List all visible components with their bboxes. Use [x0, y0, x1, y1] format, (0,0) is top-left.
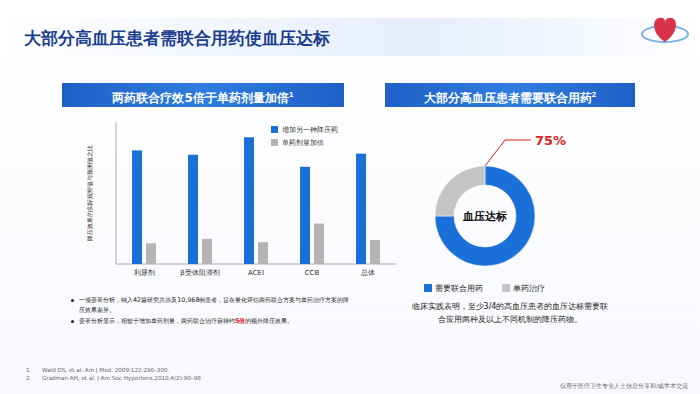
bar	[314, 224, 324, 264]
data-label: 75%	[535, 133, 566, 148]
bar	[300, 167, 310, 264]
y-axis	[116, 122, 117, 264]
bar	[202, 239, 212, 264]
charts: 降压效果的实际观察值与预测值之比利尿剂 β受体阻滞剂 ACEI CCB 总体 增加另一种降…	[0, 0, 700, 394]
panel-title-ref: 2	[592, 91, 597, 99]
legend-label: 增加另一种降压药	[281, 126, 338, 134]
reference-text: Gradman AH, et al. J Am Soc Hypertens,20…	[42, 375, 201, 381]
legend-swatch	[424, 284, 432, 292]
bullet-text: 的额外降压效果。	[245, 317, 293, 325]
bullet-list: 一项荟萃分析，纳入42篇研究共涉及10,968例患者，旨在量化评估两药联合方案与…	[70, 296, 352, 329]
emblem-heart	[654, 18, 676, 42]
x-tick-label: 总体	[360, 269, 375, 277]
legend-label: 单药剂量加倍	[282, 139, 324, 147]
bullet-text: 5倍	[235, 317, 245, 325]
y-axis-label: 降压效果的实际观察值与预测值之比	[86, 145, 93, 241]
x-tick-label: CCB	[305, 269, 320, 277]
reference-number: 1.	[26, 366, 42, 374]
reference-number: 2.	[26, 374, 42, 382]
bar	[188, 155, 198, 264]
bullet-dot	[71, 320, 74, 323]
legend-swatch	[271, 126, 278, 133]
x-tick-label: β受体阻滞剂	[180, 269, 219, 277]
center-label: 血压达标	[462, 210, 507, 223]
donut-slice	[435, 166, 535, 266]
legend-swatch	[271, 139, 278, 146]
legend-swatch	[502, 284, 510, 292]
reference-text: Wald DS, et al. Am J Med. 2009;122:290–3…	[42, 367, 169, 373]
donut-slice	[435, 166, 485, 216]
x-tick-label: ACEI	[248, 269, 264, 277]
bullet: 荟萃分析显示，相较于增加单药剂量，两药联合治疗获得约5倍的额外降压效果。	[70, 317, 352, 327]
bar	[370, 240, 380, 264]
bars	[132, 137, 380, 264]
bar	[258, 242, 268, 264]
reference: 2.Gradman AH, et al. J Am Soc Hypertens,…	[26, 374, 201, 382]
legend-label: 需要联合用药	[435, 284, 483, 293]
footer: 仅用于医疗卫生专业人士信息分享和/或学术交流	[560, 383, 688, 391]
bullet-text: 一项荟萃分析，纳入42篇研究共涉及10,968例患者，旨在量化评估两药联合方案与…	[79, 296, 350, 314]
legend-label: 单药治疗	[513, 284, 545, 293]
panel-title: 两药联合疗效5倍于单药剂量加倍	[112, 91, 288, 105]
donut-panel-header: 大部分高血压患者需要联合用药2	[385, 83, 635, 107]
references: 1.Wald DS, et al. Am J Med. 2009;122:290…	[26, 366, 201, 382]
bar-panel-header: 两药联合疗效5倍于单药剂量加倍1	[62, 83, 344, 107]
bar	[244, 137, 254, 264]
bar	[146, 243, 156, 264]
donut-chart: 血压达标 75% 需要联合用药 单药治疗	[424, 133, 566, 293]
reference: 1.Wald DS, et al. Am J Med. 2009;122:290…	[26, 366, 201, 374]
bar-chart: 降压效果的实际观察值与预测值之比利尿剂 β受体阻滞剂 ACEI CCB 总体 增加另一种降…	[86, 122, 396, 277]
bullet-dot	[71, 299, 74, 302]
emblem-graphic	[640, 6, 690, 50]
donut-caption: 临床实践表明，至少3/4的高血压患者的血压达标需要联合应用两种及以上不同机制的降…	[410, 300, 610, 326]
panel-title-ref: 1	[289, 91, 294, 99]
x-axis	[116, 264, 396, 265]
x-tick-label: 利尿剂	[134, 269, 155, 277]
emblem	[640, 6, 690, 50]
slide-title: 大部分高血压患者需联合用药使血压达标	[24, 27, 330, 50]
label-leader	[485, 140, 531, 166]
bar	[356, 154, 366, 264]
panel-title: 大部分高血压患者需要联合用药	[424, 91, 592, 105]
bullet: 一项荟萃分析，纳入42篇研究共涉及10,968例患者，旨在量化评估两药联合方案与…	[70, 296, 352, 315]
slide: 大部分高血压患者需联合用药使血压达标两药联合疗效5倍于单药剂量加倍1 大部分高血压…	[0, 0, 700, 394]
bar	[132, 150, 142, 264]
bullet-text: 荟萃分析显示，相较于增加单药剂量，两药联合治疗获得约	[79, 317, 235, 325]
